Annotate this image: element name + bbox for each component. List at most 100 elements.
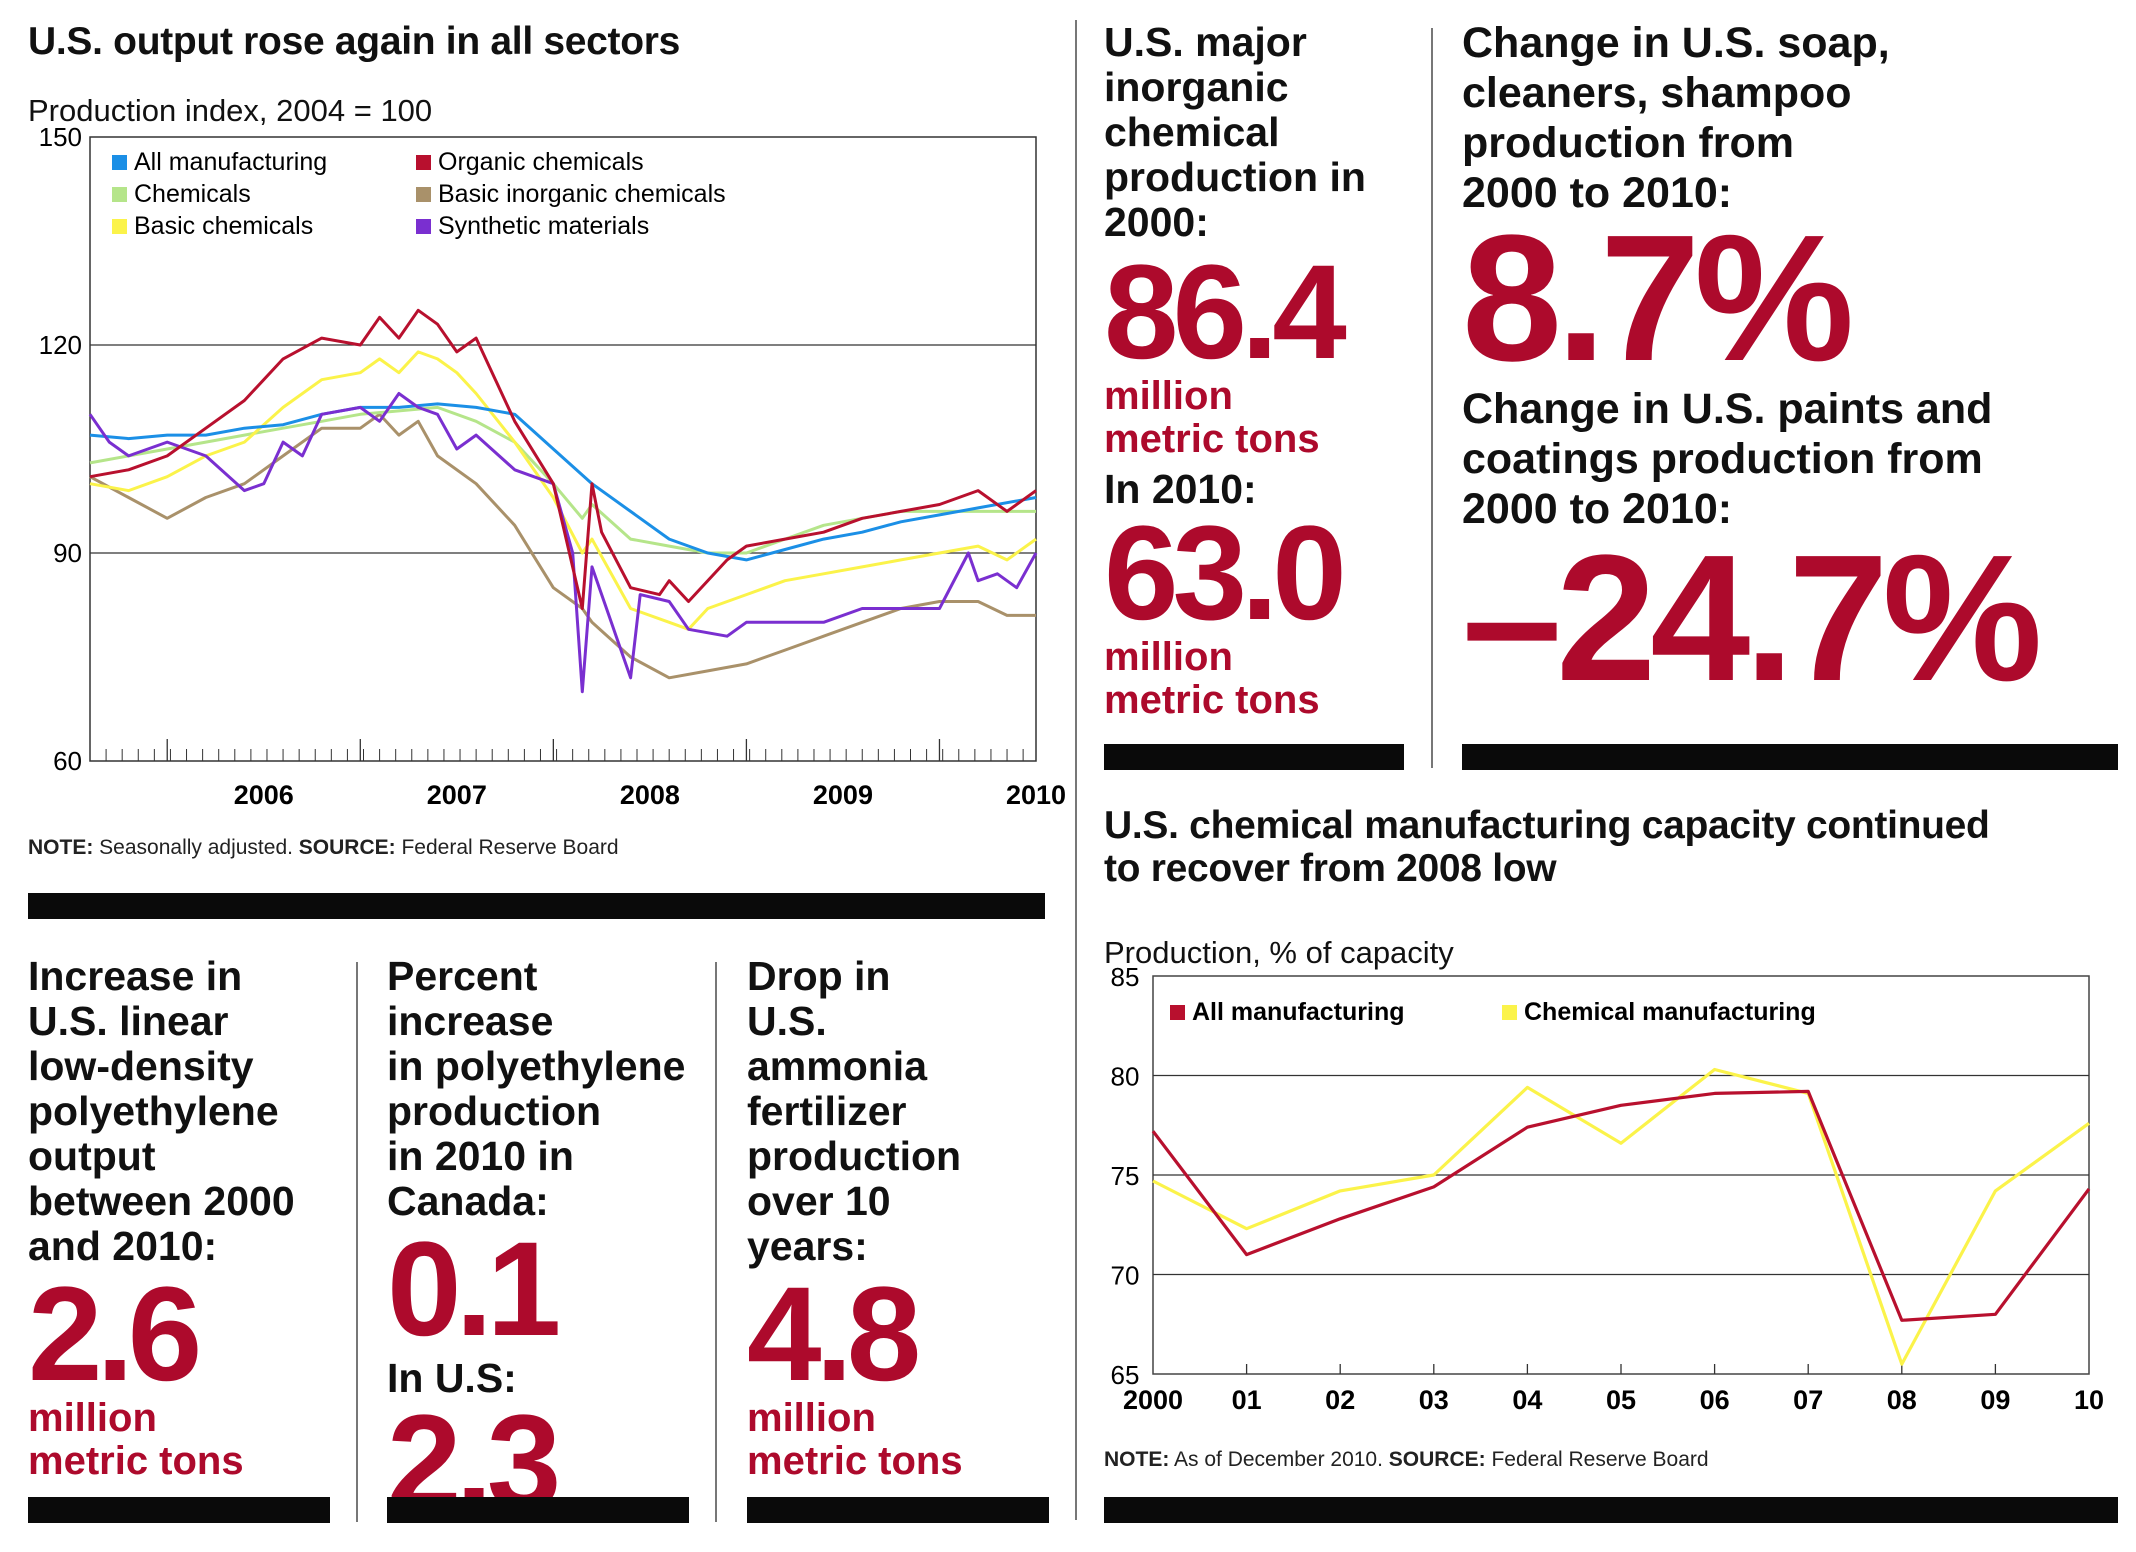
question-line: production in [1104,154,1366,200]
source-label: SOURCE: [1388,1448,1486,1471]
y-tick-label: 150 [39,122,82,152]
legend-label: All manufacturing [134,148,327,176]
chart2-subtitle: Production, % of capacity [1104,935,1454,970]
series-line-basic-chemicals [89,350,1037,631]
capacity-chart: 65 70 75 80 85 2000 01 02 03 04 05 06 07 08 09 10 All ma… [1111,962,2104,1415]
x-tick-label: 04 [1512,1385,1542,1415]
legend-swatch [416,155,431,170]
legend-label: Chemicals [134,180,251,208]
ammonia-stat-panel: Drop in U.S. ammonia fertilizer producti… [747,954,1067,1483]
divider-bar [1104,744,1404,770]
unit-text: million metric tons [747,1397,1067,1483]
question-line: 2000 to 2010: [1462,485,1733,533]
column-separator [1075,20,1077,1520]
plot-frame [89,136,1037,762]
inorganic-stat-panel: U.S. major inorganic chemical production… [1104,20,1424,722]
x-tick-label: 2007 [427,780,487,810]
x-tick-label: 06 [1700,1385,1730,1415]
unit-line: million [28,1396,157,1440]
question-line: between 2000 [28,1178,295,1224]
column-separator [1431,28,1433,768]
question-line: ammonia [747,1043,927,1089]
legend-label: Organic chemicals [438,148,644,176]
question-line: inorganic [1104,64,1289,110]
question-line: low-density [28,1043,254,1089]
note-label: NOTE: [1104,1448,1170,1471]
question-line: Canada: [387,1178,549,1224]
divider-bar [1104,1497,2118,1523]
y-tick-label: 75 [1111,1161,1140,1191]
legend-swatch [112,155,127,170]
question-line: coatings production from [1462,435,1983,483]
x-tick-label: 2000 [1123,1385,1183,1415]
unit-text: million metric tons [1104,375,1424,461]
y-tick-label: 120 [39,330,82,360]
soap-stat-panel: Change in U.S. soap, cleaners, shampoo p… [1462,18,2122,709]
x-tick-label: 10 [2074,1385,2104,1415]
question-line: and 2010: [28,1223,218,1269]
question-line: production [387,1088,602,1134]
source-label: SOURCE: [298,836,396,859]
question-line: U.S. major [1104,19,1307,65]
divider-bar [1462,744,2118,770]
source-text: Federal Reserve Board [395,836,619,859]
inorganic-2000-value: 86.4 [1104,238,1347,387]
question-line: production from [1462,119,1795,167]
x-tick-label: 03 [1419,1385,1449,1415]
series-line-basic-inorganic-chemicals [89,412,1036,680]
production-index-chart: 60 90 120 150 2006 2007 2008 2009 2010 All manufa… [39,122,1066,810]
legend-swatch [416,219,431,234]
question-line: cleaners, shampoo [1462,69,1852,117]
question-line: Drop in [747,953,891,999]
legend-label: Chemical manufacturing [1524,998,1816,1026]
question-line: over 10 [747,1178,891,1224]
legend-swatch [1502,1005,1517,1020]
y-tick-label: 70 [1111,1261,1140,1291]
inorganic-2010-label: In 2010: [1104,466,1257,512]
legend-label: Synthetic materials [438,212,649,240]
soap-change-value: 8.7% [1462,198,1854,399]
y-tick-label: 90 [53,538,82,568]
x-tick-label: 2008 [620,780,680,810]
divider-bar [747,1497,1049,1523]
y-tick-label: 80 [1111,1062,1140,1092]
chart2-note: NOTE: As of December 2010. SOURCE: Feder… [1104,1448,1709,1472]
x-tick-label: 2009 [813,780,873,810]
y-tick-label: 65 [1111,1360,1140,1390]
divider-bar [28,1497,330,1523]
legend-label: Basic inorganic chemicals [438,180,726,208]
chart1-note: NOTE: Seasonally adjusted. SOURCE: Feder… [28,836,619,860]
question-line: Increase in [28,953,243,999]
question-line: polyethylene [28,1088,279,1134]
chart2-title: U.S. chemical manufacturing capacity con… [1104,804,1990,890]
unit-line: metric tons [28,1439,244,1483]
series-line-organic-chemicals [89,308,1037,610]
question-line: years: [747,1223,868,1269]
x-tick-label: 02 [1325,1385,1355,1415]
title-line: U.S. chemical manufacturing capacity con… [1104,804,1990,847]
legend-swatch [1170,1005,1185,1020]
inorganic-2010-value: 63.0 [1104,499,1347,648]
question-line: production [747,1133,962,1179]
x-tick-label: 07 [1793,1385,1823,1415]
legend-swatch [112,187,127,202]
unit-line: million [1104,374,1233,418]
ammonia-value: 4.8 [747,1260,921,1409]
unit-text: million metric tons [28,1397,348,1483]
unit-line: metric tons [1104,678,1320,722]
question-line: Change in U.S. paints and [1462,385,1993,433]
column-separator [715,962,717,1522]
series-line-chemical-manufacturing [1152,1067,2090,1366]
legend-swatch [112,219,127,234]
unit-line: million [747,1396,876,1440]
legend-label: All manufacturing [1192,998,1405,1026]
us-label: In U.S: [387,1355,517,1401]
paints-question: Change in U.S. paints and coatings produ… [1462,384,2122,534]
series-line-all-manufacturing [89,402,1037,562]
x-tick-label: 2010 [1006,780,1066,810]
ammonia-question: Drop in U.S. ammonia fertilizer producti… [747,954,1067,1269]
series-line-all-manufacturing [1151,1089,2091,1322]
inorganic-question: U.S. major inorganic chemical production… [1104,20,1424,245]
x-tick-label: 01 [1232,1385,1262,1415]
x-tick-label: 2006 [234,780,294,810]
